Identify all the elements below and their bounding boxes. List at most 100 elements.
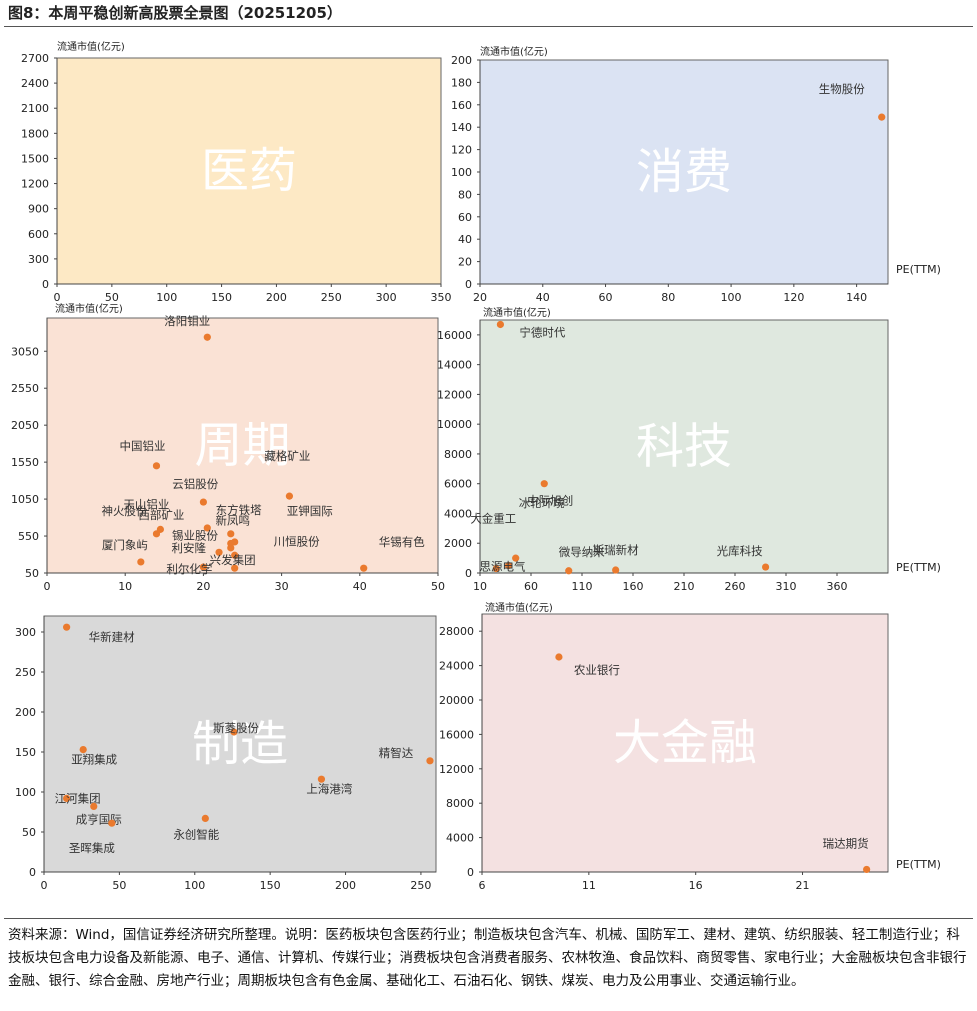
data-point (317, 775, 326, 783)
y-tick-label: 1550 (11, 456, 39, 469)
y-tick-label: 100 (15, 786, 36, 799)
point-label: 大金重工 (470, 512, 516, 526)
point-label: 神火股份 (101, 504, 147, 518)
x-tick-label: 360 (827, 580, 848, 593)
y-tick-label: 300 (28, 253, 49, 266)
y-tick-label: 0 (467, 866, 474, 879)
y-tick-label: 300 (15, 626, 36, 639)
plot-area (46, 317, 439, 574)
x-tick-label: 40 (353, 580, 367, 593)
point-label: 光库科技 (717, 544, 763, 558)
x-tick-label: 20 (196, 580, 210, 593)
y-tick-label: 250 (15, 666, 36, 679)
x-tick-label: 0 (41, 879, 48, 892)
point-label: 厦门象屿 (102, 538, 148, 552)
x-tick-label: 10 (118, 580, 132, 593)
point-label: 西部矿业 (138, 508, 184, 522)
y-tick-label: 1500 (21, 152, 49, 165)
y-tick-label: 160 (451, 99, 472, 112)
x-tick-label: 6 (479, 879, 486, 892)
point-label: 洛阳钼业 (164, 314, 210, 328)
point-label: 微导纳米 (559, 545, 605, 559)
y-tick-label: 50 (25, 567, 39, 580)
sector-watermark: 消费 (636, 144, 732, 200)
point-label: 东方铁塔 (216, 503, 262, 517)
y-tick-label: 900 (28, 203, 49, 216)
sector-watermark: 大金融 (613, 715, 757, 771)
x-tick-label: 30 (275, 580, 289, 593)
x-axis-title: PE(TTM) (896, 561, 941, 574)
chart-panel-4: 科技 0 2000 4000 6000 8000 10000 12000 14000 16000 1… (437, 306, 941, 593)
y-tick-label: 8000 (446, 797, 474, 810)
point-label: 江河集团 (55, 791, 101, 805)
point-label: 精智达 (379, 746, 414, 760)
y-tick-label: 14000 (437, 359, 472, 372)
data-point (231, 551, 239, 559)
x-tick-label: 200 (266, 291, 287, 304)
y-tick-label: 2050 (11, 419, 39, 432)
y-tick-label: 50 (22, 826, 36, 839)
point-label: 藏格矿业 (264, 449, 310, 463)
y-tick-label: 16000 (439, 728, 474, 741)
y-tick-label: 0 (465, 278, 472, 291)
y-axis-title: 流通市值(亿元) (55, 302, 123, 315)
x-tick-label: 150 (211, 291, 232, 304)
plot-area (479, 59, 889, 285)
y-tick-label: 80 (458, 188, 472, 201)
sector-watermark: 医药 (201, 143, 297, 199)
y-tick-label: 200 (451, 54, 472, 67)
data-point (199, 498, 207, 506)
x-tick-label: 11 (582, 879, 596, 892)
data-point (285, 492, 294, 500)
x-tick-label: 160 (623, 580, 644, 593)
data-point (426, 757, 434, 765)
point-label: 利安隆 (172, 541, 207, 555)
point-label: 斯瑞新材 (593, 543, 639, 557)
y-tick-label: 20000 (439, 694, 474, 707)
data-point (565, 567, 573, 575)
y-tick-label: 120 (451, 144, 472, 157)
point-label: 瑞达期货 (823, 836, 869, 850)
y-tick-label: 4000 (446, 832, 474, 845)
data-point (360, 564, 368, 572)
x-tick-label: 50 (105, 291, 119, 304)
source-footnote: 资料来源：Wind，国信证券经济研究所整理。说明：医药板块包含医药行业；制造板块… (8, 927, 967, 989)
x-tick-label: 0 (44, 580, 51, 593)
sector-watermark: 周期 (194, 418, 290, 474)
point-label: 圣晖集成 (69, 841, 115, 855)
x-tick-label: 20 (473, 291, 487, 304)
x-tick-label: 250 (410, 879, 431, 892)
data-point (492, 564, 500, 573)
x-tick-label: 100 (156, 291, 177, 304)
y-tick-label: 180 (451, 76, 472, 89)
x-tick-label: 210 (674, 580, 695, 593)
y-axis-title: 流通市值(亿元) (485, 601, 553, 614)
y-tick-label: 6000 (444, 478, 472, 491)
data-point (231, 564, 239, 572)
y-tick-label: 2700 (21, 52, 49, 65)
x-tick-label: 21 (796, 879, 810, 892)
y-tick-label: 1050 (11, 493, 39, 506)
data-point (762, 563, 770, 571)
point-label: 兴发集团 (210, 553, 256, 567)
point-label: 思源电气 (480, 560, 526, 574)
point-label: 宁德时代 (519, 325, 565, 339)
point-label: 云铝股份 (172, 477, 218, 491)
y-tick-label: 600 (28, 228, 49, 241)
x-tick-label: 350 (431, 291, 452, 304)
data-point (612, 566, 620, 574)
chart-panel-1: 医药 0 300 600 900 1200 1500 1800 2100 2400 2700 0 50 1… (21, 40, 452, 304)
footnote-divider (4, 918, 973, 919)
data-point (199, 563, 207, 571)
point-label: 农业银行 (574, 663, 620, 677)
point-label: 川恒股份 (274, 534, 320, 548)
data-point (555, 653, 563, 661)
data-point (90, 802, 98, 811)
data-point (504, 561, 513, 570)
data-point (215, 548, 223, 556)
data-point (878, 113, 886, 121)
x-axis-title: PE(TTM) (896, 263, 941, 276)
x-tick-label: 50 (112, 879, 126, 892)
point-label: 中际旭创 (527, 494, 573, 508)
data-point (227, 530, 235, 538)
